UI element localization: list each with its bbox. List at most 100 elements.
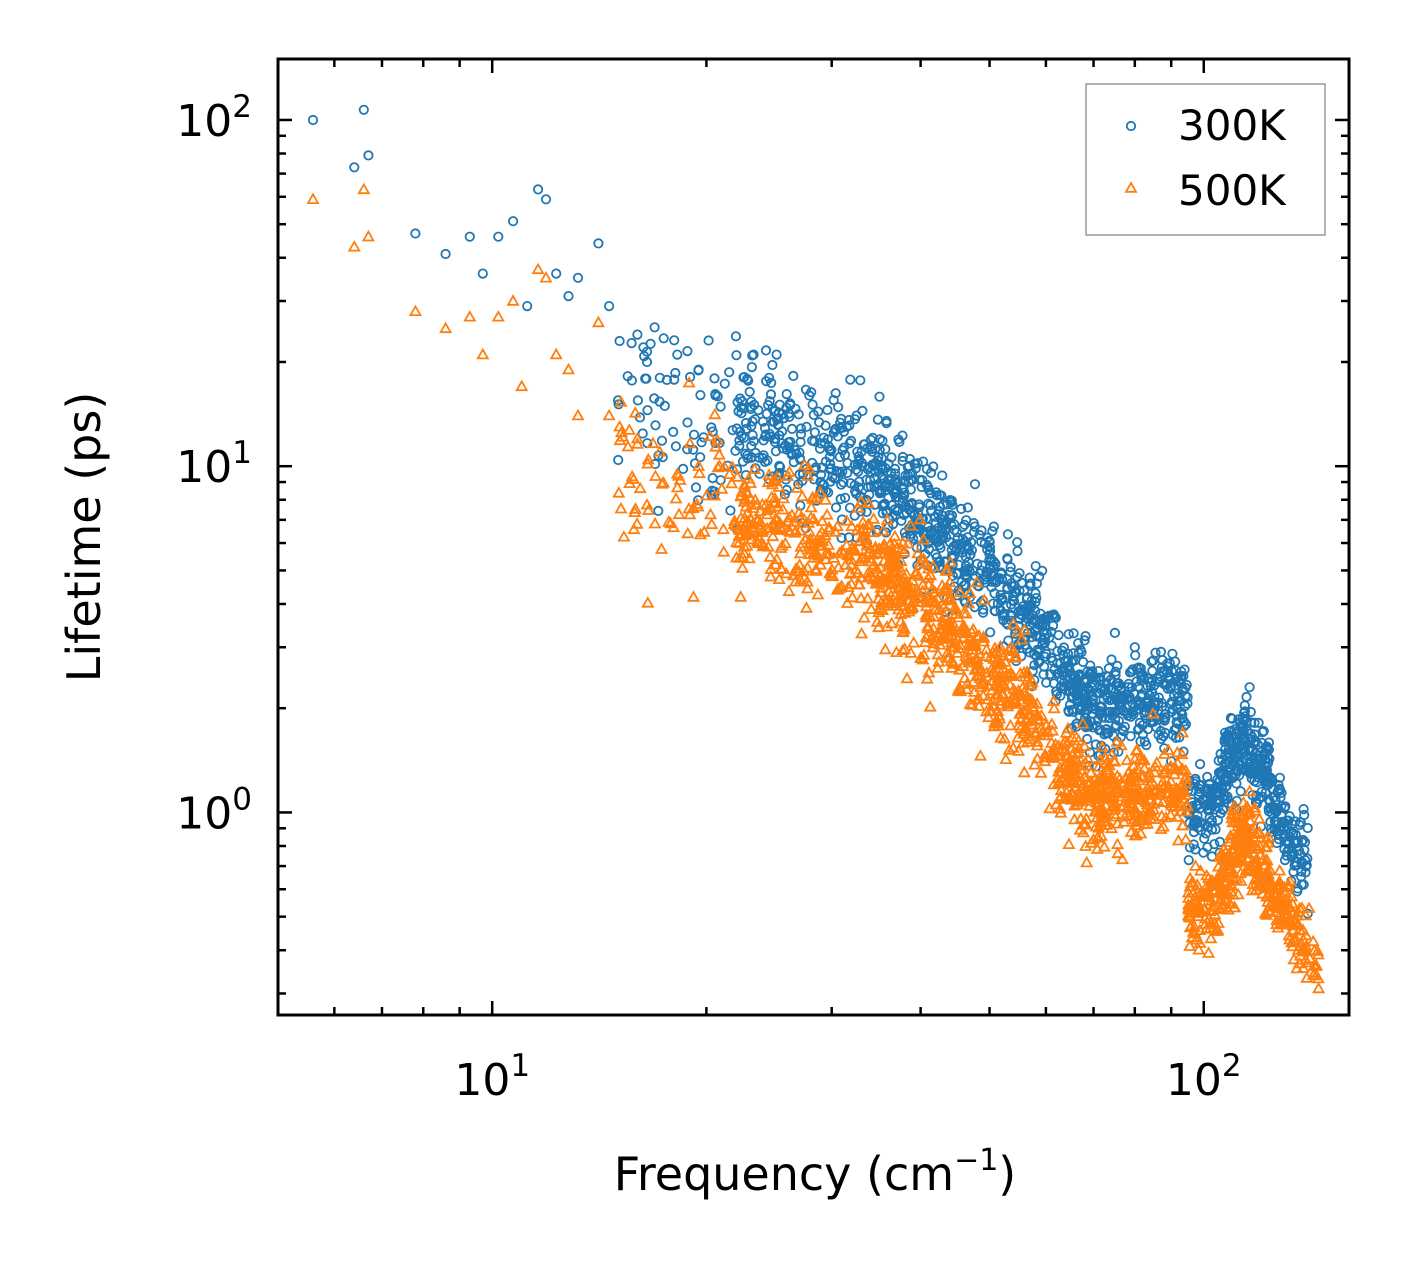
data-point-500k (1028, 758, 1042, 770)
data-point-500k (1006, 617, 1020, 629)
data-point-500k (765, 477, 779, 490)
data-point-500k (1070, 797, 1084, 810)
data-point-300k (957, 521, 968, 533)
data-point-300k (1117, 724, 1128, 735)
data-point-500k (613, 419, 627, 432)
data-point-500k (940, 651, 955, 663)
data-point-500k (626, 472, 641, 484)
data-point-500k (1071, 792, 1085, 804)
data-point-300k (763, 372, 775, 383)
data-point-500k (1155, 809, 1169, 821)
data-point-500k (1098, 805, 1112, 817)
data-point-500k (491, 310, 505, 322)
data-point-500k (896, 643, 910, 655)
data-point-300k (988, 521, 1000, 532)
data-point-300k (916, 481, 927, 493)
data-point-500k (800, 581, 815, 594)
data-point-300k (650, 420, 661, 431)
data-point-300k (1199, 819, 1210, 830)
data-point-500k (682, 375, 696, 388)
data-point-500k (1192, 942, 1206, 955)
data-point-500k (1178, 772, 1192, 785)
data-point-300k (724, 367, 735, 378)
data-point-300k (1100, 724, 1112, 735)
data-point-500k (1095, 740, 1109, 752)
data-point-500k (959, 606, 973, 619)
data-point-500k (1096, 790, 1110, 802)
data-point-500k (929, 634, 943, 646)
legend-box (1085, 83, 1326, 236)
data-point-500k (1045, 748, 1059, 760)
data-point-500k (1053, 761, 1067, 773)
data-point-500k (1230, 872, 1244, 884)
data-point-300k (866, 443, 877, 455)
data-point-300k (977, 607, 989, 618)
data-point-300k (653, 505, 664, 516)
data-point-500k (985, 662, 999, 674)
data-point-300k (710, 390, 721, 401)
data-point-300k (1162, 658, 1173, 669)
data-point-300k (834, 451, 845, 463)
data-point-300k (852, 458, 864, 470)
data-point-300k (1169, 690, 1180, 701)
data-point-300k (1053, 629, 1064, 641)
data-point-500k (1034, 721, 1048, 734)
data-point-300k (1106, 654, 1117, 665)
data-point-500k (1099, 798, 1113, 811)
data-point-500k (950, 632, 964, 644)
data-point-300k (493, 231, 504, 242)
data-point-300k (1231, 752, 1243, 764)
data-point-500k (1090, 831, 1104, 843)
data-point-500k (683, 436, 697, 449)
data-point-500k (1017, 685, 1031, 697)
data-point-500k (1110, 735, 1124, 747)
data-point-300k (688, 429, 700, 440)
data-point-300k (1158, 713, 1169, 725)
data-point-500k (768, 557, 782, 570)
data-point-500k (708, 407, 722, 420)
data-point-500k (966, 655, 980, 668)
data-point-500k (994, 731, 1008, 743)
x-axis-label: Frequency (cm−1) (614, 1143, 1017, 1201)
data-point-300k (690, 482, 702, 493)
data-point-300k (563, 290, 574, 302)
data-point-500k (972, 699, 986, 711)
data-point-500k (799, 601, 813, 613)
data-point-500k (1306, 968, 1321, 980)
data-point-300k (839, 449, 851, 460)
data-point-500k (745, 532, 759, 545)
data-point-300k (1157, 666, 1168, 677)
data-point-300k (1170, 732, 1182, 743)
data-point-500k (1015, 632, 1029, 645)
data-point-500k (1222, 862, 1236, 874)
data-point-500k (872, 601, 886, 614)
data-point-300k (1291, 837, 1302, 848)
data-point-500k (830, 519, 844, 532)
data-point-300k (1190, 844, 1201, 855)
data-point-300k (1275, 822, 1286, 834)
axis-ticks (276, 59, 1349, 1015)
data-point-300k (925, 488, 936, 499)
data-point-300k (1107, 706, 1118, 718)
data-point-500k (940, 564, 954, 576)
data-point-500k (1114, 738, 1128, 751)
data-point-500k (1273, 863, 1287, 876)
data-point-500k (1123, 808, 1137, 820)
data-point-500k (919, 630, 933, 642)
data-point-300k (1067, 679, 1078, 691)
data-point-500k (1239, 835, 1253, 847)
data-point-300k (857, 405, 868, 416)
y-tick-label: 100 (176, 781, 252, 839)
data-point-500k (766, 529, 780, 542)
data-point-500k (1059, 726, 1073, 738)
data-point-300k (1239, 706, 1251, 717)
data-point-500k (1181, 885, 1195, 898)
data-point-300k (682, 345, 693, 357)
data-point-500k (884, 588, 898, 601)
data-point-500k (1013, 666, 1027, 679)
data-point-500k (904, 601, 919, 613)
data-point-500k (1231, 819, 1245, 832)
data-point-500k (845, 519, 859, 532)
data-point-500k (1175, 747, 1189, 760)
data-point-300k (1002, 573, 1013, 585)
